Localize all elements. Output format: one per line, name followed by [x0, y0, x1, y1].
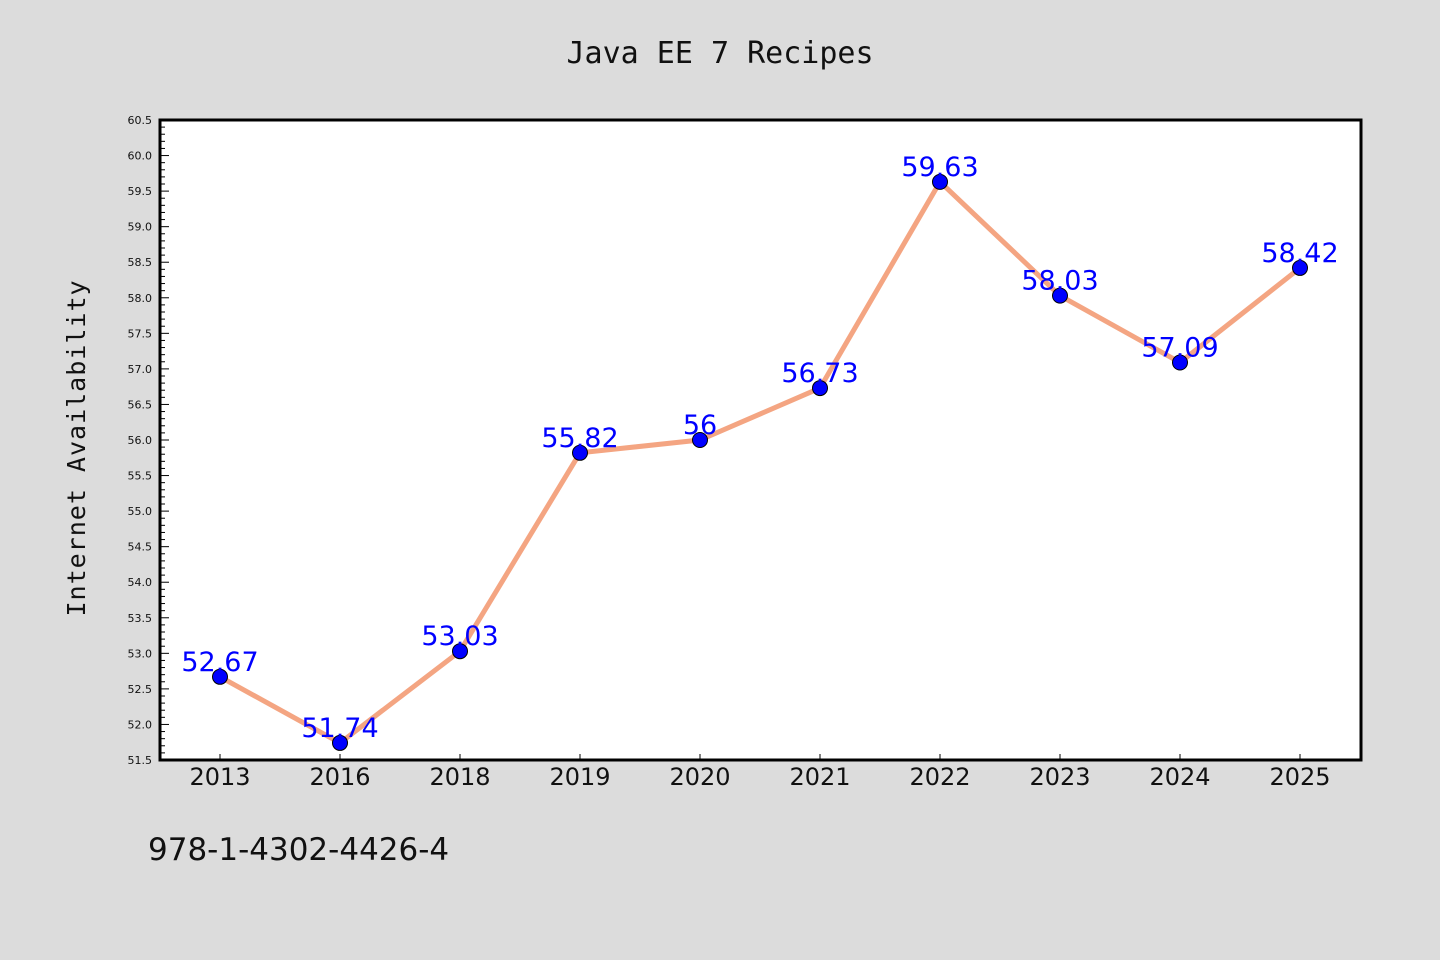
y-tick-label: 56.0: [128, 434, 153, 447]
data-point: [212, 668, 228, 685]
y-tick-label: 55.5: [128, 470, 153, 483]
y-tick-label: 53.5: [128, 612, 153, 625]
x-tick-label: 2013: [189, 763, 250, 791]
data-labels: 52.67 51.74 53.03 55.82 56 56.73 59.63 58.03 57.…: [181, 152, 1338, 744]
y-axis-label: Internet Availability: [62, 279, 91, 616]
x-tick-label: 2021: [789, 763, 850, 791]
data-point: [1052, 287, 1068, 304]
y-tick-label: 55.0: [128, 505, 153, 518]
series-line: [217, 179, 1303, 746]
data-label: 51.74: [301, 713, 378, 744]
data-label: 57.09: [1141, 332, 1218, 363]
x-tick-label: 2018: [429, 763, 490, 791]
data-label: 59.63: [901, 152, 978, 183]
y-tick-label: 59.0: [128, 221, 153, 234]
y-tick-label: 58.0: [128, 292, 153, 305]
y-tick-label: 52.5: [128, 683, 153, 696]
x-tick-label: 2016: [309, 763, 370, 791]
data-point: [812, 380, 828, 397]
y-tick-label: 54.0: [128, 576, 153, 589]
data-label: 55.82: [541, 423, 618, 454]
y-axis: 51.5 52.0 52.5 53.0 53.5 54.0 54.5 55.0 55.5 56.0…: [128, 114, 169, 767]
y-tick-label: 51.5: [128, 754, 153, 767]
data-label: 58.42: [1261, 238, 1338, 269]
data-label: 56.73: [781, 358, 858, 389]
y-tick-label: 58.5: [128, 256, 153, 269]
x-tick-label: 2019: [549, 763, 610, 791]
y-tick-label: 52.0: [128, 718, 153, 731]
x-tick-label: 2022: [909, 763, 970, 791]
data-label: 52.67: [181, 647, 258, 678]
x-axis: 2013 2016 2018 2019 2020 2021 2022 2023 2024 2025: [189, 754, 1331, 791]
data-point: [1292, 259, 1308, 276]
y-tick-label: 54.5: [128, 541, 153, 554]
data-point: [692, 432, 708, 448]
y-tick-label: 57.5: [128, 327, 153, 340]
y-tick-label: 60.0: [128, 150, 153, 163]
chart-title: Java EE 7 Recipes: [566, 36, 873, 71]
data-point: [1172, 354, 1188, 371]
y-tick-label: 59.5: [128, 185, 153, 198]
x-tick-label: 2023: [1029, 763, 1090, 791]
x-tick-label: 2020: [669, 763, 730, 791]
y-tick-label: 56.5: [128, 398, 153, 411]
data-point: [332, 734, 348, 751]
isbn-footnote: 978-1-4302-4426-4: [148, 832, 450, 868]
y-tick-label: 60.5: [128, 114, 153, 127]
data-point: [572, 444, 588, 461]
series-layer: [212, 173, 1308, 751]
data-point: [932, 173, 948, 190]
data-point: [452, 643, 468, 660]
x-tick-label: 2024: [1149, 763, 1210, 791]
data-label: 53.03: [421, 621, 498, 652]
data-label: 56: [683, 410, 717, 441]
y-tick-label: 53.0: [128, 647, 153, 660]
data-label: 58.03: [1021, 266, 1098, 297]
x-tick-label: 2025: [1269, 763, 1330, 791]
plot-area: [158, 118, 1363, 762]
y-tick-label: 57.0: [128, 363, 153, 376]
